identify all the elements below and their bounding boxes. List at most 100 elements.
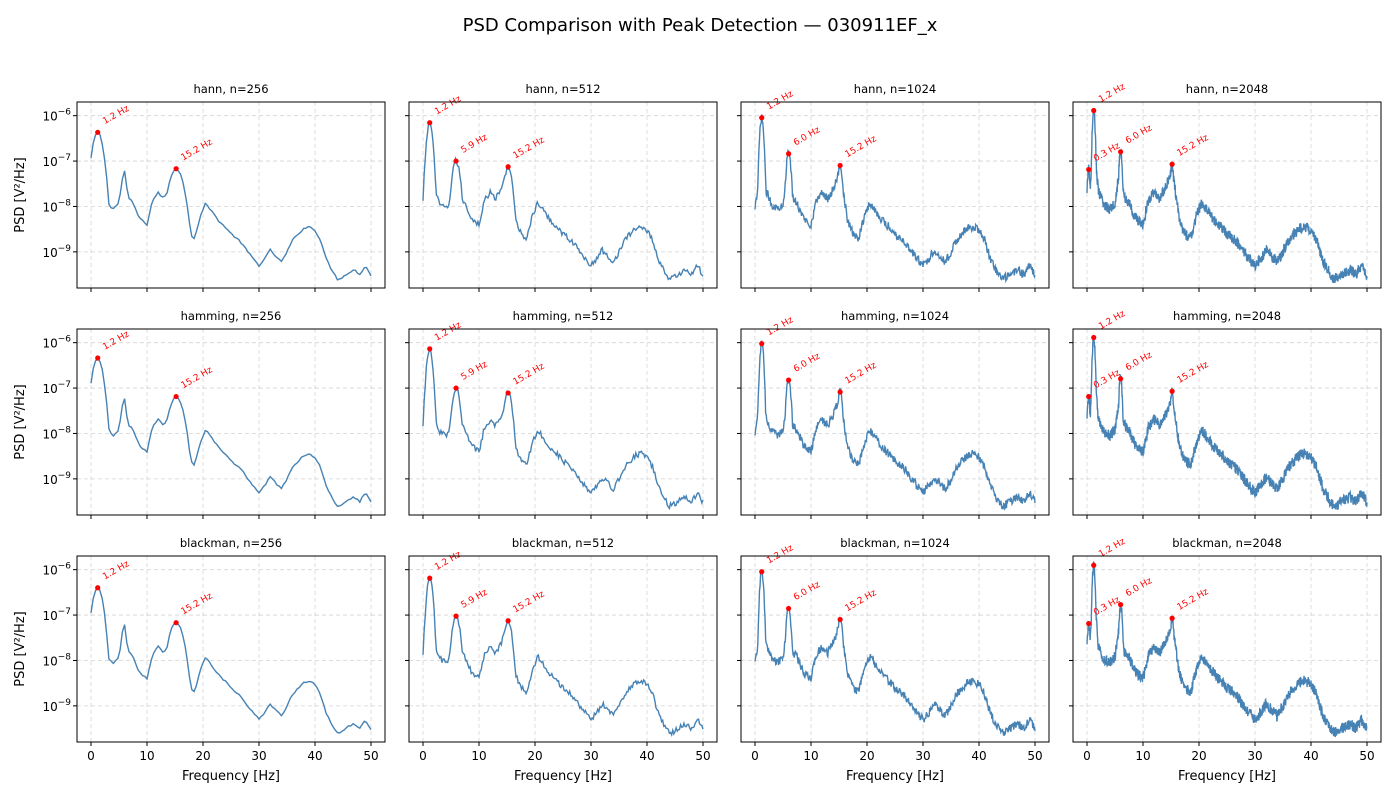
peak-marker [759, 115, 765, 121]
grid-lines [409, 556, 717, 742]
psd-line [90, 357, 372, 507]
x-tick-label: 20 [527, 749, 542, 763]
y-tick-label: 10−6 [42, 562, 71, 578]
peak-label: 6.0 Hz [792, 580, 822, 603]
psd-line [90, 584, 372, 734]
x-tick-label: 50 [363, 749, 378, 763]
peak-marker [173, 620, 179, 626]
x-axis-label: Frequency [Hz] [182, 769, 280, 784]
peak-label: 6.0 Hz [1124, 123, 1154, 146]
subplot-title: hamming, n=2048 [1173, 309, 1281, 323]
axes-frame [1072, 555, 1382, 743]
y-tick-label: 10−9 [42, 471, 71, 487]
peak-label: 15.2 Hz [844, 588, 879, 614]
subplot-title: blackman, n=1024 [840, 536, 950, 550]
psd-panel: 1.2 Hz 15.2 Hz hamming, n=256 10−9 10−8 10−7 1… [13, 309, 386, 519]
axes-frame [408, 555, 718, 743]
y-tick-label: 10−7 [42, 153, 71, 169]
peak-label: 1.2 Hz [101, 559, 131, 582]
x-tick-label: 40 [1303, 749, 1318, 763]
peak-label: 15.2 Hz [1176, 360, 1211, 386]
peak-marker [1118, 376, 1124, 382]
peak-label: 15.2 Hz [512, 135, 547, 161]
psd-line [1086, 109, 1368, 284]
y-tick-label: 10−9 [42, 698, 71, 714]
x-tick-label: 10 [1135, 749, 1150, 763]
peak-marker [505, 618, 511, 624]
axes-frame [76, 555, 386, 743]
y-tick-label: 10−8 [42, 425, 71, 441]
peak-label: 5.9 Hz [460, 360, 490, 383]
axes-frame [76, 101, 386, 289]
peak-marker [837, 389, 843, 395]
peak-marker [1091, 334, 1097, 341]
psd-line [1086, 561, 1368, 738]
peak-marker [1118, 149, 1124, 155]
y-tick-label: 10−6 [42, 335, 71, 351]
peak-marker [786, 377, 792, 383]
y-tick-label: 10−7 [42, 380, 71, 396]
x-tick-label: 50 [1027, 749, 1042, 763]
grid-lines [741, 556, 1049, 742]
peak-marker [453, 613, 459, 619]
grid-lines [409, 102, 717, 288]
psd-panel: 1.2 Hz 5.9 Hz 15.2 Hz hann, n=512 [405, 82, 718, 292]
subplot-title: blackman, n=512 [512, 536, 614, 550]
y-tick-label: 10−8 [42, 198, 71, 214]
peak-marker [1086, 166, 1092, 173]
x-tick-label: 30 [251, 749, 266, 763]
grid-lines [1073, 556, 1381, 742]
peak-marker [786, 151, 792, 157]
psd-line [1086, 335, 1368, 510]
peak-label: 15.2 Hz [512, 362, 547, 388]
peak-label: 1.2 Hz [765, 543, 795, 566]
peak-label: 15.2 Hz [1176, 133, 1211, 159]
peak-label: 1.2 Hz [433, 320, 463, 343]
peak-label: 1.2 Hz [433, 94, 463, 117]
peak-marker [505, 164, 511, 170]
y-axis-label: PSD [V²/Hz] [13, 611, 28, 686]
axes-frame [740, 555, 1050, 743]
peak-marker [95, 129, 101, 135]
x-tick-label: 50 [1359, 749, 1374, 763]
x-tick-label: 10 [139, 749, 154, 763]
subplot-title: hamming, n=512 [513, 309, 614, 323]
grid-lines [741, 102, 1049, 288]
x-tick-label: 30 [915, 749, 930, 763]
peak-label: 15.2 Hz [844, 134, 879, 160]
axes-frame [408, 101, 718, 289]
peak-marker [1086, 620, 1092, 627]
x-axis-label: Frequency [Hz] [846, 769, 944, 784]
psd-line [754, 569, 1036, 737]
peak-marker [1169, 615, 1175, 621]
x-tick-label: 50 [695, 749, 710, 763]
psd-panel: 1.2 Hz 5.9 Hz 15.2 Hz hamming, n=512 [405, 309, 718, 519]
grid-lines [77, 329, 385, 515]
x-tick-label: 40 [639, 749, 654, 763]
x-tick-label: 0 [87, 749, 95, 763]
x-tick-label: 10 [803, 749, 818, 763]
peak-marker [1169, 161, 1175, 167]
axes-frame [76, 328, 386, 516]
grid-lines [1073, 329, 1381, 515]
x-axis-label: Frequency [Hz] [1178, 769, 1276, 784]
axes-frame [1072, 101, 1382, 289]
peak-marker [759, 341, 765, 347]
grid-lines [409, 329, 717, 515]
peak-label: 5.9 Hz [460, 588, 490, 611]
peak-marker [1086, 393, 1092, 400]
peak-label: 15.2 Hz [180, 365, 215, 391]
x-tick-label: 20 [859, 749, 874, 763]
peak-marker [453, 158, 459, 164]
peak-label: 6.0 Hz [792, 352, 822, 375]
psd-panel: 1.2 Hz 6.0 Hz 15.2 Hz blackman, n=1024 0 10 20… [737, 536, 1050, 784]
psd-line [754, 114, 1036, 284]
peak-label: 15.2 Hz [180, 591, 215, 617]
psd-panel: 1.2 Hz 6.0 Hz 15.2 Hz hann, n=1024 [737, 82, 1050, 292]
peak-marker [837, 616, 843, 623]
y-tick-label: 10−7 [42, 607, 71, 623]
